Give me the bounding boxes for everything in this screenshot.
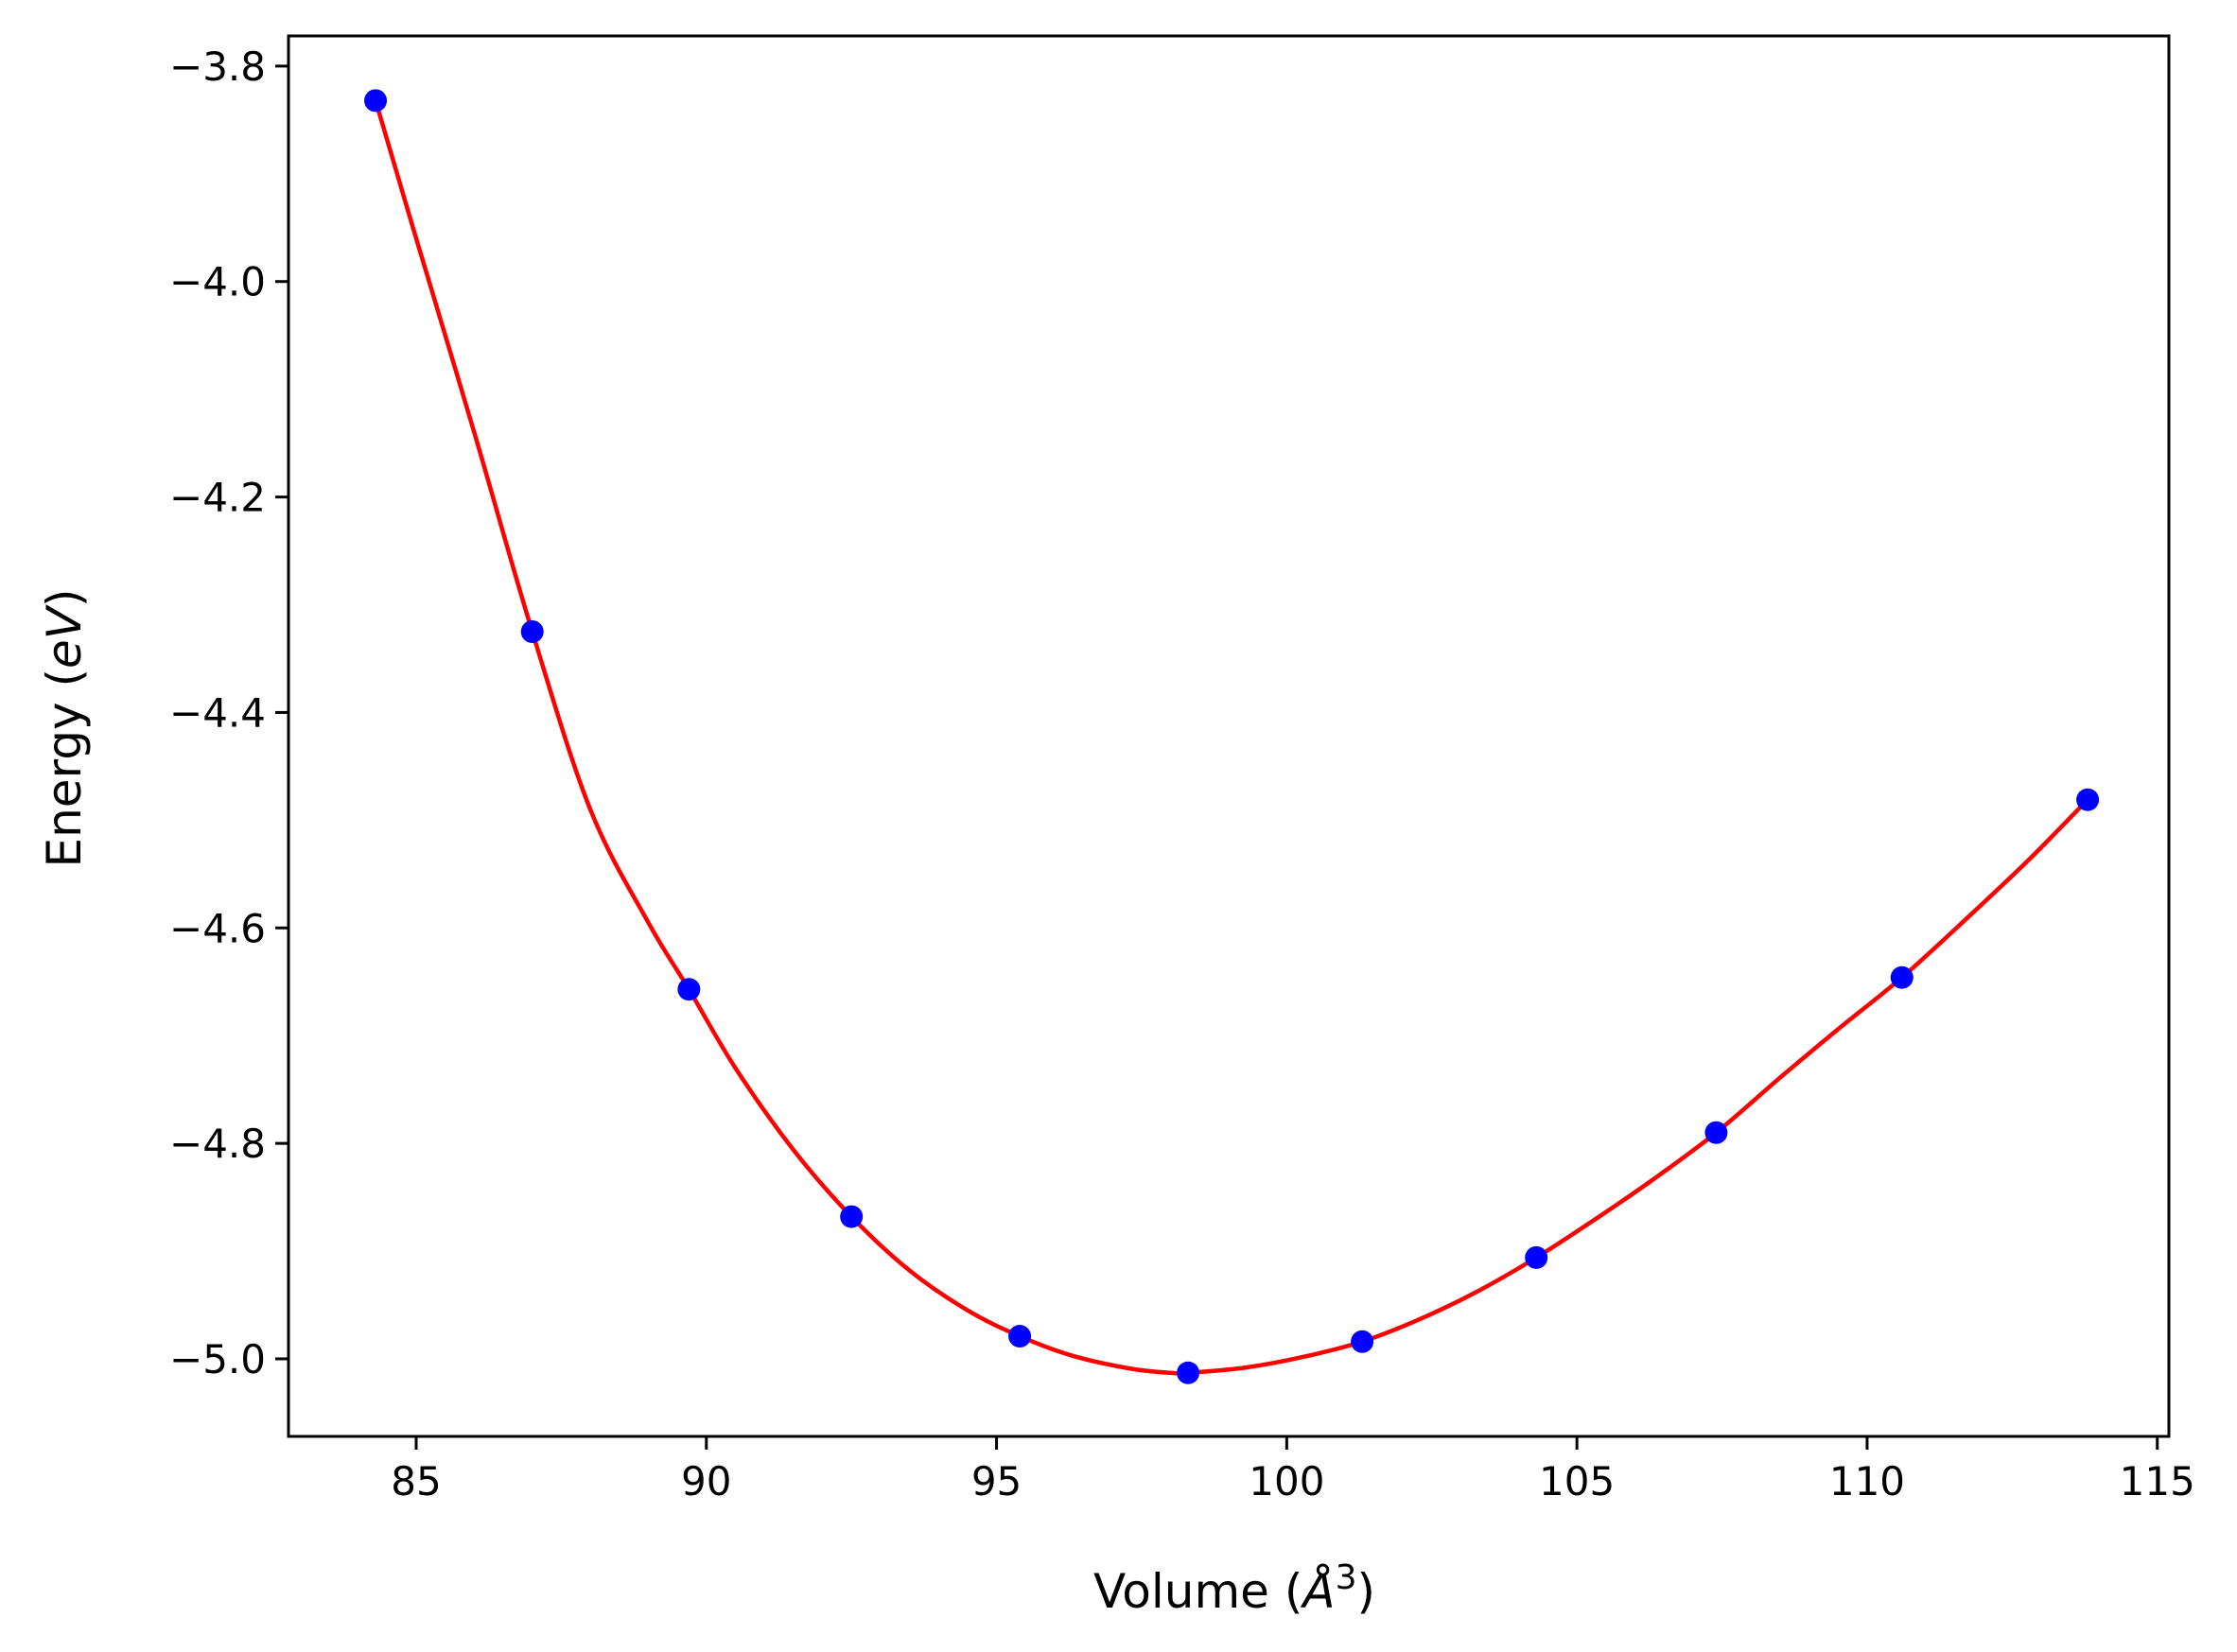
x-axis-label-suffix: ) [1356, 1564, 1375, 1619]
data-point [1890, 965, 1914, 989]
y-axis-label: Energy (eV) [37, 589, 92, 868]
data-point [1008, 1325, 1032, 1348]
data-point [677, 978, 701, 1001]
y-tick-label: −4.8 [169, 1121, 266, 1167]
data-point [840, 1205, 864, 1228]
x-axis-label-prefix: Volume ( [1093, 1564, 1302, 1619]
y-axis-label-unit: eV [37, 603, 92, 669]
y-tick-label: −4.0 [169, 259, 266, 305]
x-tick-label: 115 [2120, 1458, 2195, 1504]
data-point [1177, 1361, 1200, 1384]
y-tick-label: −4.6 [169, 905, 266, 951]
y-axis-label-prefix: Energy ( [37, 669, 92, 867]
x-axis-label-exponent: 3 [1336, 1558, 1357, 1597]
x-tick-label: 90 [681, 1458, 731, 1504]
data-point [1351, 1330, 1374, 1353]
x-tick-label: 100 [1249, 1458, 1324, 1504]
fit-curve-line [373, 99, 2089, 1376]
y-tick-label: −4.4 [169, 689, 266, 736]
x-axis-label: Volume (Å3) [1093, 1558, 1375, 1619]
data-point [364, 89, 388, 113]
data-point [1704, 1121, 1728, 1144]
data-point [2076, 788, 2100, 811]
x-tick-label: 85 [391, 1458, 441, 1504]
axes: 85 90 95 100 105 110 115 −3.8 −4.0 −4.2 −4.4 −4.6 −4… [169, 43, 2195, 1504]
data-point [1525, 1245, 1548, 1269]
y-tick-label: −4.2 [169, 475, 266, 521]
x-tick-label: 95 [971, 1458, 1022, 1504]
y-axis-label-suffix: ) [37, 589, 92, 608]
y-tick-label: −5.0 [169, 1336, 266, 1382]
data-point [520, 619, 544, 643]
x-tick-label: 110 [1829, 1458, 1905, 1504]
x-axis-label-unit: Å [1300, 1564, 1335, 1619]
x-tick-label: 105 [1539, 1458, 1615, 1504]
plot-area [364, 89, 2100, 1384]
axes-frame [287, 34, 2171, 1438]
y-tick-label: −3.8 [169, 43, 266, 90]
